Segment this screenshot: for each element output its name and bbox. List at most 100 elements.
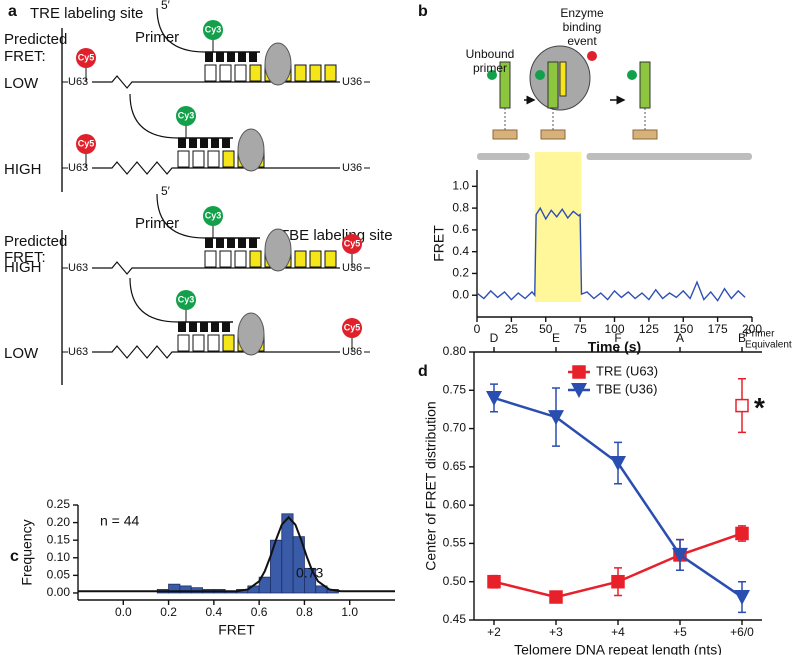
dye-label: Cy5 — [344, 238, 361, 248]
acceptor-dye — [342, 318, 362, 338]
primer-base — [189, 322, 197, 332]
predicted-label: Predicted — [4, 233, 67, 250]
icon-label: binding — [563, 20, 602, 34]
fret-trace — [476, 206, 746, 302]
primer-base — [205, 238, 213, 248]
y-tick-label: 0.10 — [47, 550, 71, 564]
base — [492, 129, 518, 140]
enzyme — [264, 42, 292, 86]
y-tick-label: 1.0 — [452, 179, 469, 193]
primer-base — [238, 52, 246, 62]
repeat-box — [192, 334, 205, 352]
repeat-box — [249, 250, 262, 268]
y-tick-label: 0.25 — [47, 497, 71, 511]
primer-base — [249, 238, 257, 248]
enzyme — [237, 128, 265, 172]
y-tick-label: 0.0 — [452, 287, 469, 301]
panel-letter: b — [418, 3, 428, 20]
x-tick-label: +4 — [611, 625, 625, 639]
dye-label: Cy3 — [178, 294, 195, 304]
repeat-box — [309, 250, 322, 268]
primer-base — [216, 52, 224, 62]
marker — [672, 547, 688, 563]
top-tick-label: E — [552, 331, 560, 345]
legend-label: TRE (U63) — [596, 363, 658, 378]
fret-state: LOW — [4, 345, 39, 362]
y-tick-label: 0.70 — [443, 421, 467, 435]
primer-base — [200, 138, 208, 148]
enzyme — [237, 312, 265, 356]
repeat-box — [204, 250, 217, 268]
donor-dye — [535, 70, 545, 80]
y-tick-label: 0.2 — [452, 266, 469, 280]
fret-state: HIGH — [4, 161, 42, 178]
dye-label: Cy5 — [344, 322, 361, 332]
marker — [734, 590, 750, 606]
donor-dye — [203, 20, 223, 40]
fret-state: LOW — [4, 75, 39, 92]
legend-marker — [572, 365, 586, 379]
top-axis-label: Equivalent — [745, 340, 792, 351]
y-axis-label: Center of FRET distribution — [423, 401, 439, 570]
primer-base — [189, 138, 197, 148]
y-tick-label: 0.80 — [443, 344, 467, 358]
dye-label: Cy5 — [78, 52, 95, 62]
x-tick-label: 0.6 — [251, 605, 268, 619]
x-tick-label: 0.8 — [296, 605, 313, 619]
y-tick-label: 0.8 — [452, 200, 469, 214]
top-tick-label: F — [614, 331, 621, 345]
primer-base — [211, 138, 219, 148]
donor-dye — [176, 290, 196, 310]
y-axis-label: FRET — [431, 225, 447, 262]
y-tick-label: 0.65 — [443, 459, 467, 473]
marker — [487, 574, 501, 589]
top-axis-label: Primer — [745, 329, 775, 340]
site-label: U63 — [68, 76, 88, 88]
strand — [92, 345, 340, 359]
legend-marker — [571, 383, 587, 398]
x-tick-label: 200 — [742, 322, 762, 336]
acceptor-dye — [342, 234, 362, 254]
histogram-bar — [270, 539, 283, 594]
repeat-box — [222, 334, 235, 352]
acceptor-dye — [76, 134, 96, 154]
primer-rod — [547, 61, 559, 109]
y-tick-label: 0.60 — [443, 497, 467, 511]
histogram-bar — [292, 536, 305, 594]
x-tick-label: 175 — [708, 322, 728, 336]
x-tick-label: 0.2 — [160, 605, 177, 619]
x-tick-label: 150 — [673, 322, 693, 336]
repeat-box — [207, 334, 220, 352]
strand — [92, 75, 340, 89]
primer-base — [238, 238, 246, 248]
x-tick-label: +5 — [673, 625, 687, 639]
significance-mark: * — [754, 392, 765, 423]
icon-label: primer — [473, 61, 507, 75]
marker — [486, 390, 502, 406]
primer-label: Primer — [135, 29, 179, 46]
top-tick-label: A — [676, 331, 684, 345]
primer-label: Primer — [135, 215, 179, 232]
strand — [92, 261, 340, 275]
primer-base — [227, 238, 235, 248]
dye-label: Cy3 — [205, 24, 222, 34]
donor-dye — [176, 106, 196, 126]
primer-base — [222, 138, 230, 148]
y-tick-label: 0.50 — [443, 574, 467, 588]
panel-title: TRE labeling site — [30, 5, 143, 22]
fret-label: FRET: — [4, 48, 46, 65]
x-tick-label: 1.0 — [341, 605, 358, 619]
binding-window — [534, 152, 582, 302]
repeat-box — [192, 150, 205, 168]
histogram-bar — [304, 567, 317, 594]
primer-base — [216, 238, 224, 248]
y-tick-label: 0.20 — [47, 515, 71, 529]
panel-letter: d — [418, 363, 428, 380]
x-tick-label: 0.0 — [115, 605, 132, 619]
panel-letter: c — [10, 548, 19, 565]
y-tick-label: 0.75 — [443, 382, 467, 396]
site-label: U63 — [68, 162, 88, 174]
five-prime: 5′ — [161, 184, 171, 198]
primer-base — [205, 52, 213, 62]
site-label: U63 — [68, 346, 88, 358]
